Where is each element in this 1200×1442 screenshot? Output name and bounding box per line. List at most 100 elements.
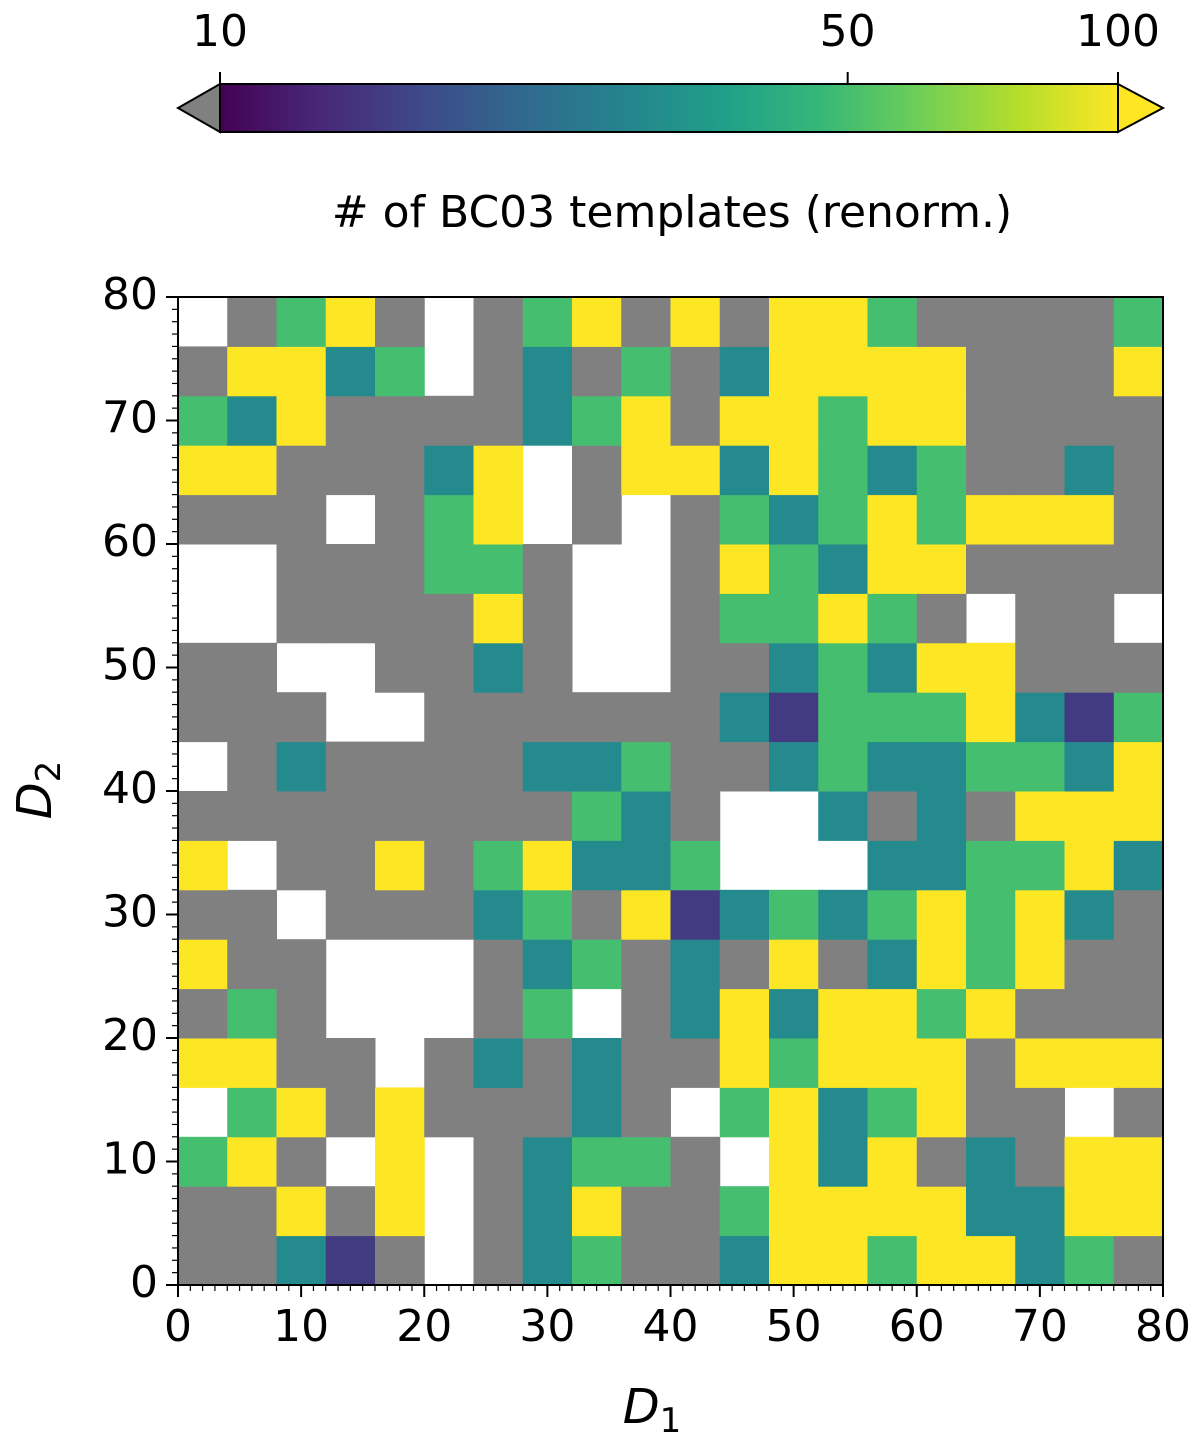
heatmap-cell bbox=[769, 1087, 819, 1138]
y-tick-label: 10 bbox=[102, 1134, 158, 1185]
heatmap-cell bbox=[178, 346, 228, 397]
heatmap-cell bbox=[1113, 939, 1164, 990]
heatmap-cell bbox=[1015, 1136, 1065, 1187]
heatmap-cell bbox=[1064, 395, 1115, 446]
heatmap-cell bbox=[867, 642, 918, 693]
heatmap-cell bbox=[818, 1038, 868, 1088]
heatmap-cell bbox=[375, 544, 425, 594]
heatmap-cell bbox=[522, 544, 573, 594]
heatmap-cell bbox=[1113, 889, 1164, 940]
colorbar-over bbox=[1117, 82, 1166, 134]
y-tick-label: 60 bbox=[102, 516, 158, 567]
heatmap-cell bbox=[473, 1186, 524, 1237]
heatmap-cell bbox=[719, 1186, 770, 1237]
heatmap-cell bbox=[375, 840, 425, 891]
heatmap-cell bbox=[276, 1087, 327, 1138]
heatmap-cell bbox=[424, 1087, 474, 1138]
heatmap-cell bbox=[1064, 445, 1115, 496]
heatmap-cell bbox=[375, 395, 425, 446]
heatmap-cell bbox=[769, 741, 819, 792]
heatmap-cell bbox=[966, 791, 1016, 841]
heatmap-cell bbox=[325, 741, 376, 792]
heatmap-cell bbox=[1015, 642, 1065, 693]
x-tick-label: 10 bbox=[273, 1301, 329, 1352]
heatmap-cell bbox=[966, 395, 1016, 446]
y-tick-label: 50 bbox=[102, 640, 158, 691]
heatmap-cell bbox=[818, 741, 868, 792]
x-tick-label: 20 bbox=[396, 1301, 452, 1352]
heatmap-cell bbox=[916, 889, 967, 940]
heatmap-cell bbox=[769, 395, 819, 446]
heatmap-cell bbox=[1064, 346, 1115, 397]
heatmap-cell bbox=[1064, 297, 1115, 347]
heatmap-cell bbox=[227, 1136, 277, 1187]
heatmap-cell bbox=[375, 494, 425, 545]
heatmap-cell bbox=[572, 1136, 622, 1187]
heatmap-cell bbox=[276, 297, 327, 347]
heatmap-cell bbox=[966, 840, 1016, 891]
heatmap-cell bbox=[621, 840, 671, 891]
heatmap-cell bbox=[424, 642, 474, 693]
x-tick-label: 80 bbox=[1135, 1301, 1191, 1352]
heatmap-cell bbox=[424, 445, 474, 496]
heatmap-cell bbox=[867, 346, 918, 397]
heatmap-cell bbox=[1113, 741, 1164, 792]
heatmap-cell bbox=[818, 593, 868, 644]
heatmap-cell bbox=[818, 1087, 868, 1138]
heatmap-cell bbox=[424, 494, 474, 545]
heatmap-cell bbox=[1113, 544, 1164, 594]
heatmap-cell bbox=[522, 642, 573, 693]
heatmap-cell bbox=[178, 692, 228, 743]
heatmap-cell bbox=[818, 445, 868, 496]
heatmap-cell bbox=[375, 1136, 425, 1187]
heatmap-cell bbox=[178, 1038, 228, 1088]
heatmap-cell bbox=[1113, 791, 1164, 841]
heatmap-cell bbox=[276, 1136, 327, 1187]
y-tick-label: 30 bbox=[102, 887, 158, 938]
x-tick-label: 30 bbox=[519, 1301, 575, 1352]
heatmap-cell bbox=[375, 593, 425, 644]
heatmap-cell bbox=[572, 494, 622, 545]
heatmap-cell bbox=[1015, 741, 1065, 792]
heatmap-cell bbox=[867, 593, 918, 644]
heatmap-cell bbox=[276, 741, 327, 792]
heatmap-cell bbox=[621, 395, 671, 446]
heatmap-cell bbox=[227, 642, 277, 693]
heatmap-cell bbox=[572, 741, 622, 792]
heatmap-cell bbox=[1015, 939, 1065, 990]
y-tick-label: 0 bbox=[130, 1257, 158, 1308]
heatmap-cell bbox=[670, 988, 721, 1039]
heatmap-cell bbox=[966, 741, 1016, 792]
heatmap-cell bbox=[769, 939, 819, 990]
colorbar-tick-label: 10 bbox=[192, 6, 248, 57]
heatmap-cell bbox=[424, 791, 474, 841]
heatmap-cell bbox=[670, 593, 721, 644]
heatmap-cell bbox=[1064, 840, 1115, 891]
heatmap-cell bbox=[1064, 741, 1115, 792]
heatmap-cell bbox=[1015, 692, 1065, 743]
heatmap-cell bbox=[473, 593, 524, 644]
heatmap-cell bbox=[719, 642, 770, 693]
heatmap-cell bbox=[473, 1235, 524, 1286]
heatmap-cell bbox=[375, 1087, 425, 1138]
heatmap-cell bbox=[325, 346, 376, 397]
heatmap-cell bbox=[473, 840, 524, 891]
y-tick-label: 20 bbox=[102, 1010, 158, 1061]
heatmap-cell bbox=[1015, 297, 1065, 347]
heatmap-cell bbox=[966, 1186, 1016, 1237]
heatmap-cell bbox=[572, 840, 622, 891]
heatmap-cell bbox=[966, 346, 1016, 397]
heatmap-cell bbox=[818, 889, 868, 940]
heatmap-cell bbox=[867, 741, 918, 792]
heatmap-cell bbox=[719, 988, 770, 1039]
heatmap-cell bbox=[473, 445, 524, 496]
heatmap-cell bbox=[818, 395, 868, 446]
x-tick-label: 40 bbox=[643, 1301, 699, 1352]
heatmap-cell bbox=[424, 840, 474, 891]
heatmap-cell bbox=[473, 642, 524, 693]
heatmap-cell bbox=[621, 1186, 671, 1237]
heatmap-cell bbox=[769, 593, 819, 644]
heatmap-cell bbox=[178, 1186, 228, 1237]
heatmap-cell bbox=[572, 889, 622, 940]
heatmap-cell bbox=[178, 840, 228, 891]
